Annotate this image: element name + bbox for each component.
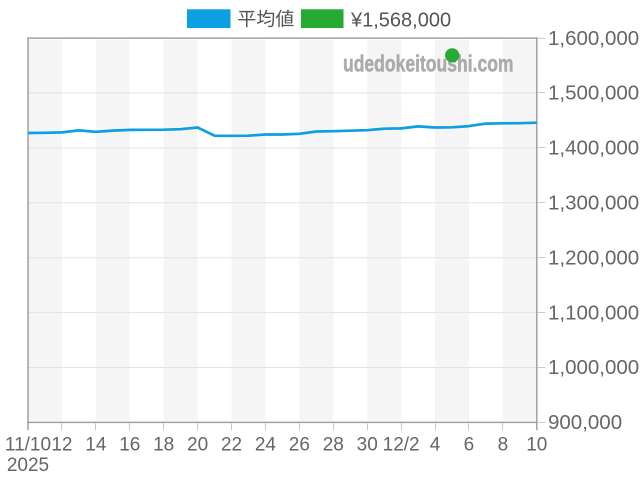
svg-text:24: 24 [255,434,277,455]
svg-text:4: 4 [430,434,441,455]
svg-text:1,300,000: 1,300,000 [548,192,639,215]
svg-text:2025: 2025 [7,455,49,476]
svg-text:1,000,000: 1,000,000 [548,356,639,379]
svg-text:udedokeitoushi.com: udedokeitoushi.com [343,51,514,77]
svg-text:16: 16 [119,434,140,455]
svg-text:1,200,000: 1,200,000 [548,246,639,269]
svg-text:6: 6 [464,434,475,455]
svg-text:¥1,568,000: ¥1,568,000 [350,10,451,32]
svg-text:26: 26 [289,434,310,455]
svg-text:18: 18 [153,434,174,455]
svg-text:1,500,000: 1,500,000 [548,82,639,105]
svg-text:30: 30 [357,434,378,455]
svg-text:1,100,000: 1,100,000 [548,301,639,324]
svg-text:1,400,000: 1,400,000 [548,137,639,160]
svg-text:28: 28 [323,434,344,455]
svg-text:10: 10 [526,434,547,455]
svg-text:11/10: 11/10 [5,434,51,455]
svg-text:8: 8 [498,434,509,455]
svg-text:22: 22 [221,434,242,455]
svg-text:900,000: 900,000 [548,411,622,434]
svg-text:12: 12 [51,434,72,455]
svg-text:12/2: 12/2 [383,434,420,455]
svg-text:1,600,000: 1,600,000 [548,27,639,50]
svg-text:14: 14 [85,434,107,455]
svg-text:20: 20 [187,434,208,455]
